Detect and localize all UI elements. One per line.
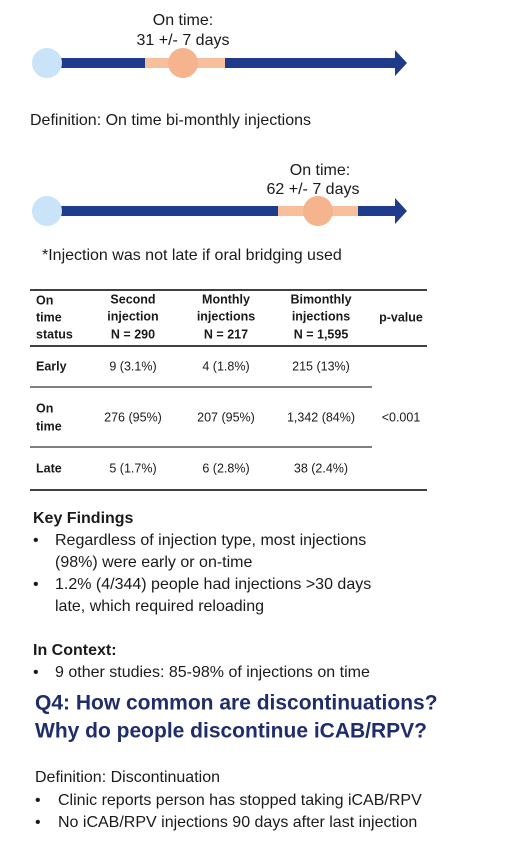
cell: 5 (1.7%) xyxy=(109,461,156,475)
header: N = 217 xyxy=(204,327,248,341)
p-value: <0.001 xyxy=(382,410,421,424)
header: injections xyxy=(292,309,350,323)
bullet-text: late, which required reloading xyxy=(55,598,264,615)
cell: 276 (95%) xyxy=(104,410,162,424)
target-dot xyxy=(168,48,198,78)
bullet: • xyxy=(35,814,41,831)
bullet-text: 9 other studies: 85-98% of injections on… xyxy=(55,664,370,681)
target-dot xyxy=(303,196,333,226)
bullet-text: 1.2% (4/344) people had injections >30 d… xyxy=(55,576,371,593)
header: time xyxy=(36,310,62,324)
header: Second xyxy=(110,292,155,306)
arrow-head xyxy=(395,198,407,224)
start-dot xyxy=(32,48,62,78)
bullet: • xyxy=(33,576,39,593)
section-title: In Context: xyxy=(33,642,117,659)
cell: 6 (2.8%) xyxy=(202,461,249,475)
question: Q4: How common are discontinuations? xyxy=(35,692,438,715)
row-label: Early xyxy=(36,359,67,373)
bullet: • xyxy=(33,664,39,681)
table: On time status Second injection N = 290 … xyxy=(30,289,427,491)
row-label: time xyxy=(36,419,62,433)
bullet-text: (98%) were early or on-time xyxy=(55,554,253,571)
bullet: • xyxy=(35,792,41,809)
question: Why do people discontinue iCAB/RPV? xyxy=(35,720,427,743)
note: *Injection was not late if oral bridging… xyxy=(42,247,342,264)
header: N = 1,595 xyxy=(294,327,349,341)
header: On xyxy=(36,293,53,307)
bullet: • xyxy=(33,532,39,549)
cell: 1,342 (84%) xyxy=(287,410,355,424)
header: injection xyxy=(107,309,158,323)
header: Bimonthly xyxy=(290,292,351,306)
label: On time: xyxy=(153,12,213,29)
label: On time: xyxy=(290,162,350,179)
range: 62 +/- 7 days xyxy=(267,181,360,198)
bullet-text: Regardless of injection type, most injec… xyxy=(55,532,366,549)
header: Monthly xyxy=(202,292,250,306)
cell: 38 (2.4%) xyxy=(294,461,348,475)
row-label: On xyxy=(36,401,53,415)
section-title: Key Findings xyxy=(33,510,134,527)
range: 31 +/- 7 days xyxy=(137,32,230,49)
definition: Definition: On time bi-monthly injection… xyxy=(30,112,311,129)
row-label: Late xyxy=(36,461,62,475)
bullet-text: No iCAB/RPV injections 90 days after las… xyxy=(58,814,417,831)
header: injections xyxy=(197,309,255,323)
cell: 207 (95%) xyxy=(197,410,255,424)
timeline: On time: 31 +/- 7 days xyxy=(32,12,407,78)
start-dot xyxy=(32,196,62,226)
timeline: On time: 62 +/- 7 days xyxy=(32,162,407,226)
section-title: Definition: Discontinuation xyxy=(35,769,220,786)
arrow-head xyxy=(395,50,407,76)
header: N = 290 xyxy=(111,327,155,341)
bullet-text: Clinic reports person has stopped taking… xyxy=(58,792,422,809)
timeline-bar xyxy=(47,206,397,216)
cell: 4 (1.8%) xyxy=(202,359,249,373)
header: p-value xyxy=(379,310,423,324)
cell: 215 (13%) xyxy=(292,359,350,373)
cell: 9 (3.1%) xyxy=(109,359,156,373)
header: status xyxy=(36,327,73,341)
